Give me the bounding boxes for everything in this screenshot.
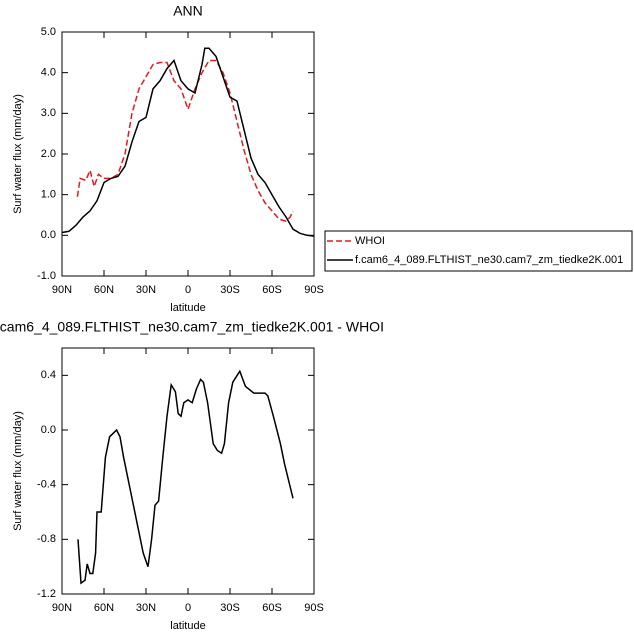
x-tick-label: 30S: [220, 284, 240, 296]
legend-box: [324, 230, 633, 272]
plot-frame: [61, 31, 315, 277]
y-tick-label: -0.4: [37, 479, 56, 491]
legend-label: WHOI: [355, 235, 385, 247]
y-tick-label: 1.0: [41, 189, 56, 201]
x-tick-label: 60N: [94, 602, 114, 614]
y-tick-label: 0.0: [41, 424, 56, 436]
x-tick-label: 90N: [52, 602, 72, 614]
y-tick-label: 3.0: [41, 107, 56, 119]
y-tick-label: -1.0: [37, 270, 56, 282]
x-tick-label: 30S: [220, 602, 240, 614]
x-tick-label: 60S: [262, 284, 282, 296]
chart-title: ANN: [173, 3, 203, 19]
y-tick-label: 0.4: [41, 369, 56, 381]
y-tick-label: -0.8: [37, 533, 56, 545]
y-axis-label: Surf water flux (mm/day): [12, 94, 24, 214]
data-line: [61, 47, 315, 237]
x-tick-label: 60S: [262, 602, 282, 614]
x-tick-label: 30N: [136, 602, 156, 614]
x-axis-label: latitude: [170, 302, 205, 314]
x-tick-label: 60N: [94, 284, 114, 296]
plot-frame: [61, 347, 315, 595]
x-axis-label: latitude: [170, 620, 205, 632]
y-tick-label: 2.0: [41, 148, 56, 160]
x-tick-label: 0: [185, 284, 191, 296]
chart-title: f.cam6_4_089.FLTHIST_ne30.cam7_zm_tiedke…: [0, 319, 384, 335]
y-axis-label: Surf water flux (mm/day): [12, 411, 24, 531]
legend-label: f.cam6_4_089.FLTHIST_ne30.cam7_zm_tiedke…: [355, 254, 623, 266]
x-tick-label: 0: [185, 602, 191, 614]
y-tick-label: -1.2: [37, 588, 56, 600]
x-tick-label: 90S: [304, 284, 324, 296]
x-tick-label: 90S: [304, 602, 324, 614]
y-tick-label: 4.0: [41, 67, 56, 79]
data-line: [76, 59, 294, 222]
x-tick-label: 30N: [136, 284, 156, 296]
data-line: [77, 369, 294, 585]
y-tick-label: 5.0: [41, 26, 56, 38]
x-tick-label: 90N: [52, 284, 72, 296]
y-tick-label: 0.0: [41, 229, 56, 241]
